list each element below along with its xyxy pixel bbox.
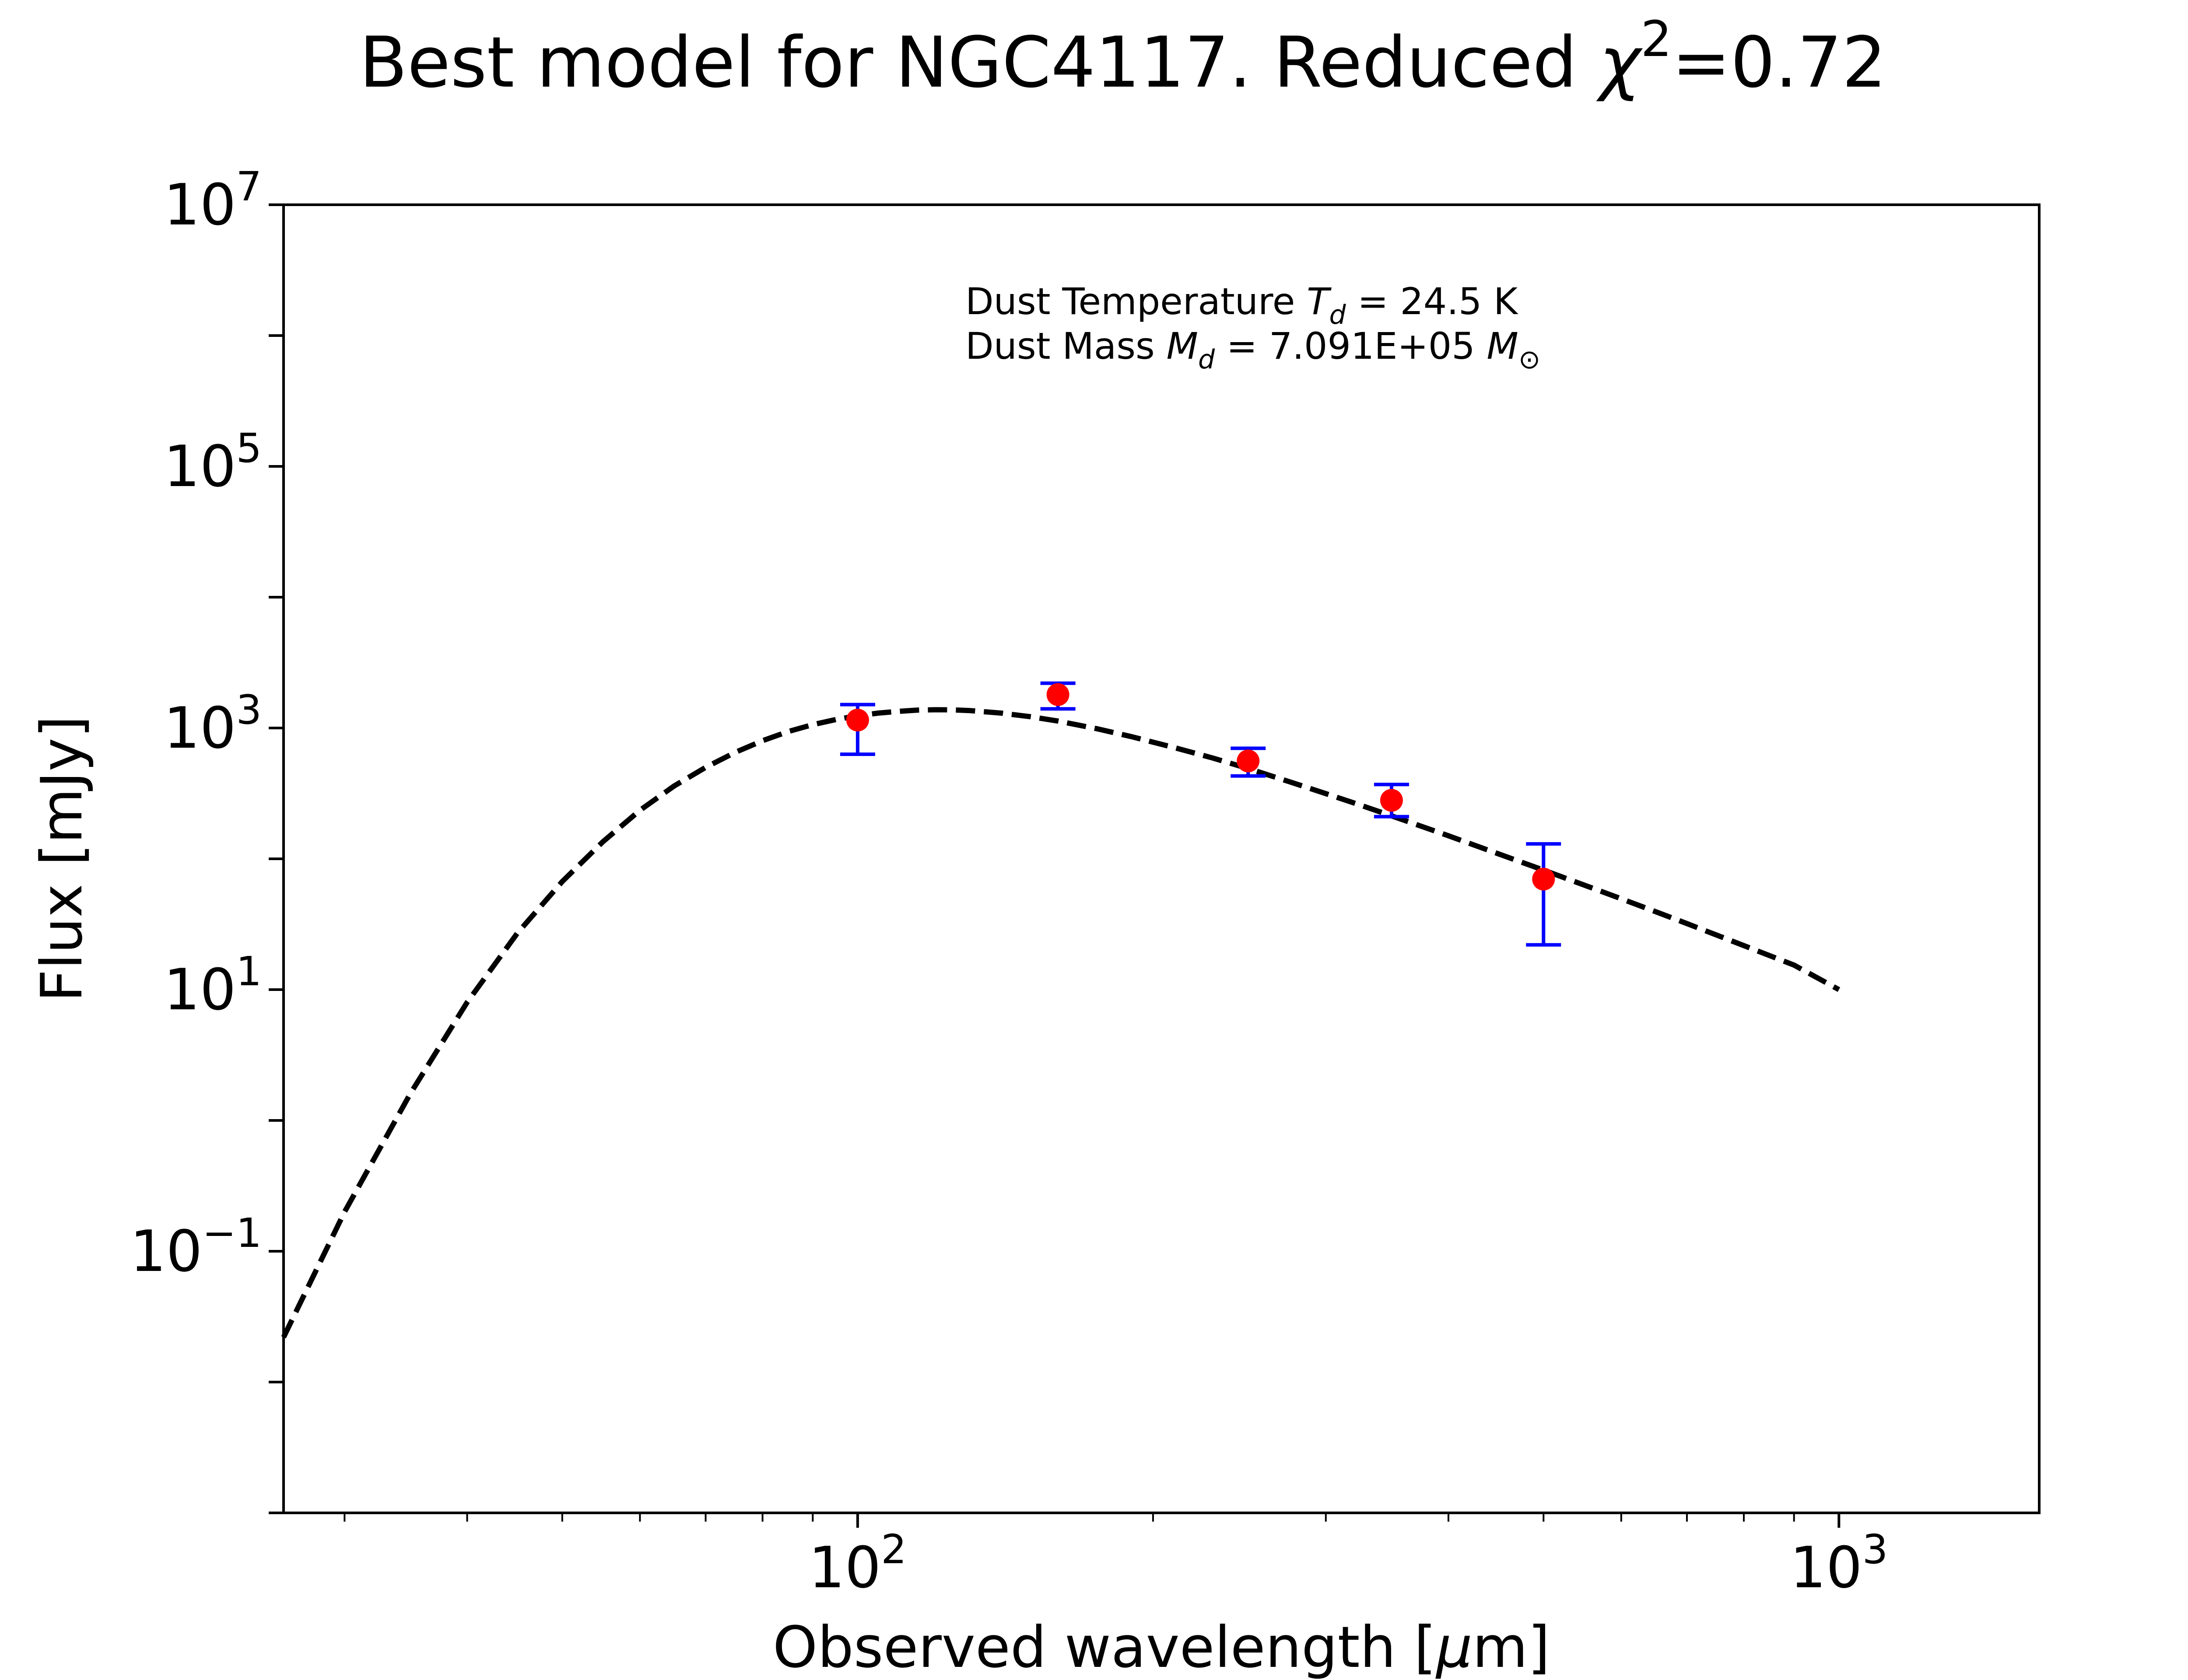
data-point xyxy=(1532,868,1555,891)
x-tick-label: 102 xyxy=(809,1526,907,1601)
y-tick-label: 107 xyxy=(164,163,262,238)
dust-mass-label: Dust Mass Md = 7.091E+05 M⊙ xyxy=(965,325,1540,375)
plot-area xyxy=(281,681,1841,1339)
y-tick-label: 105 xyxy=(164,425,262,500)
chart-title: Best model for NGC4117. Reduced χ2=0.72 xyxy=(359,11,1886,103)
fit-annotation: Dust Temperature Td = 24.5 K Dust Mass M… xyxy=(965,280,1540,375)
data-point xyxy=(1380,789,1403,812)
data-point xyxy=(1046,683,1069,706)
data-point xyxy=(1237,749,1260,773)
y-tick-label: 10−1 xyxy=(130,1210,262,1284)
x-axis-label: Observed wavelength [μm] xyxy=(773,1614,1550,1680)
y-axis-label: Flux [mJy] xyxy=(28,716,95,1002)
axes: 102 103 10−1 101 103 105 107 xyxy=(130,163,1888,1601)
dust-temperature-label: Dust Temperature Td = 24.5 K xyxy=(965,280,1518,330)
model-curve xyxy=(281,707,1841,1339)
x-tick-label: 103 xyxy=(1790,1526,1888,1601)
data-point xyxy=(846,708,869,732)
y-tick-label: 103 xyxy=(164,686,262,761)
y-tick-label: 101 xyxy=(164,948,262,1023)
